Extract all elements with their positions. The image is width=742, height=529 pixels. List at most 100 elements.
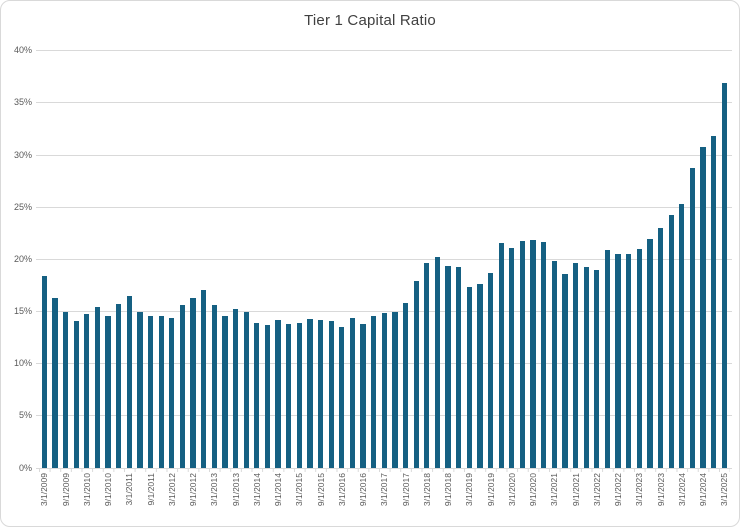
x-axis-tick-label: 9/1/2014 (273, 473, 284, 507)
x-axis-tick-label: 9/1/2023 (655, 473, 666, 507)
x-axis-tick-label: 9/1/2012 (188, 473, 199, 507)
bar (339, 327, 345, 468)
x-axis-tick-label: 3/1/2013 (209, 473, 220, 507)
x-axis-tick-label: 3/1/2010 (81, 473, 92, 507)
bar (689, 167, 695, 468)
gridline (36, 50, 732, 52)
x-axis-tick-label: 3/1/2017 (379, 473, 390, 507)
bar (158, 315, 164, 468)
x-axis-tick-label: 9/1/2021 (570, 473, 581, 507)
bar (647, 238, 653, 468)
gridline (36, 258, 732, 260)
bar (41, 276, 47, 468)
x-axis-tick-label: 9/1/2016 (358, 473, 369, 507)
x-axis-tick-label: 3/1/2025 (719, 473, 730, 507)
x-axis-tick-label: 3/1/2024 (676, 473, 687, 507)
bar (424, 262, 430, 468)
x-axis-tick-label: 3/1/2021 (549, 473, 560, 507)
bar (286, 324, 292, 468)
bar (626, 254, 632, 468)
bar (636, 248, 642, 468)
bar (105, 315, 111, 468)
y-axis-tick-label: 15% (13, 306, 32, 317)
bar (211, 305, 217, 468)
y-axis-tick-label: 35% (13, 97, 32, 108)
bar (583, 266, 589, 468)
bar (509, 247, 515, 468)
y-axis-tick-label: 5% (18, 410, 32, 421)
bar (126, 295, 132, 468)
bar (371, 315, 377, 468)
bar (445, 265, 451, 468)
bar (73, 320, 79, 468)
bar (179, 305, 185, 468)
bar (317, 319, 324, 468)
x-axis-tick-label: 9/1/2009 (60, 473, 71, 507)
x-axis-tick-label: 3/1/2022 (591, 473, 602, 507)
x-axis-tick-label: 9/1/2013 (230, 473, 241, 507)
x-axis-tick-label: 3/1/2020 (506, 473, 517, 507)
bar (562, 274, 568, 468)
x-axis-tick-label: 9/1/2010 (103, 473, 114, 507)
bar (700, 146, 706, 468)
bar (360, 324, 366, 468)
x-axis-tick-label: 3/1/2015 (294, 473, 305, 507)
bar (147, 315, 154, 468)
bar (466, 286, 472, 468)
bar (572, 262, 579, 468)
gridline (36, 154, 732, 156)
bar (243, 311, 249, 468)
x-axis-tick-label: 3/1/2014 (251, 473, 262, 507)
bar (190, 297, 196, 468)
x-axis-tick-label: 3/1/2011 (124, 473, 135, 506)
y-axis-tick-label: 0% (18, 462, 32, 473)
x-axis-tick-label: 9/1/2011 (145, 473, 156, 506)
y-axis-tick-label: 25% (13, 201, 32, 212)
bar (222, 315, 228, 468)
y-axis-tick-label: 10% (13, 358, 32, 369)
bar (349, 317, 355, 468)
bar (615, 254, 621, 468)
bar (232, 309, 239, 468)
bar (477, 284, 483, 468)
bar (679, 204, 685, 468)
x-axis-tick-label: 3/1/2018 (421, 473, 432, 507)
bar (551, 261, 557, 468)
x-axis-tick-label: 3/1/2016 (336, 473, 347, 507)
bar (456, 266, 462, 468)
x-axis-tick-label: 9/1/2020 (528, 473, 539, 507)
bar (413, 281, 419, 468)
chart-title: Tier 1 Capital Ratio (304, 12, 436, 29)
bar (711, 136, 717, 468)
x-axis-tick-label: 3/1/2019 (464, 473, 475, 507)
bar (116, 304, 122, 468)
x-axis-tick-label: 9/1/2015 (315, 473, 326, 507)
x-axis-tick-marks (38, 468, 731, 472)
x-axis-tick-label: 3/1/2009 (39, 473, 50, 507)
bar (254, 323, 260, 468)
x-axis-tick-label: 9/1/2022 (613, 473, 624, 507)
bar (498, 242, 504, 468)
bar (381, 312, 387, 468)
bar (434, 257, 440, 468)
bar (169, 317, 175, 468)
bar (668, 214, 674, 468)
bar (392, 311, 398, 468)
bar (275, 319, 281, 468)
bar (296, 323, 302, 468)
y-axis-tick-label: 40% (13, 45, 32, 56)
x-axis-tick-label: 9/1/2018 (443, 473, 454, 507)
bar (84, 313, 90, 468)
x-axis-tick-label: 9/1/2017 (400, 473, 411, 507)
gridline (36, 102, 732, 104)
bar (328, 320, 334, 468)
bar (402, 303, 409, 468)
x-axis-tick-label: 3/1/2023 (634, 473, 645, 507)
x-axis-tick-label: 9/1/2019 (485, 473, 496, 507)
bar (519, 240, 525, 468)
bar (62, 311, 69, 468)
bar (604, 250, 610, 468)
bar (137, 311, 143, 468)
x-axis-tick-label: 3/1/2012 (166, 473, 177, 507)
